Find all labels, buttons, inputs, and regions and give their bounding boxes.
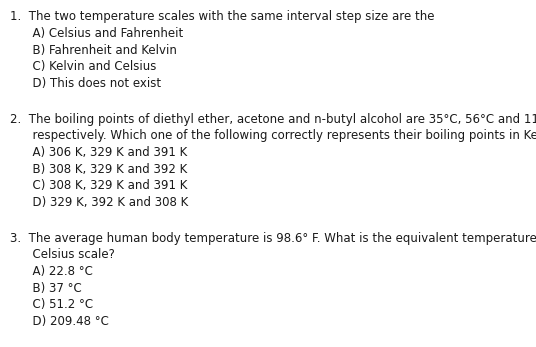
Text: D) 209.48 °C: D) 209.48 °C	[10, 315, 108, 328]
Text: B) Fahrenheit and Kelvin: B) Fahrenheit and Kelvin	[10, 44, 176, 57]
Text: 3.  The average human body temperature is 98.6° F. What is the equivalent temper: 3. The average human body temperature is…	[10, 232, 536, 245]
Text: C) Kelvin and Celsius: C) Kelvin and Celsius	[10, 60, 156, 73]
Text: 1.  The two temperature scales with the same interval step size are the: 1. The two temperature scales with the s…	[10, 10, 434, 23]
Text: Celsius scale?: Celsius scale?	[10, 248, 115, 261]
Text: 2.  The boiling points of diethyl ether, acetone and n-butyl alcohol are 35°C, 5: 2. The boiling points of diethyl ether, …	[10, 113, 536, 126]
Text: A) 22.8 °C: A) 22.8 °C	[10, 265, 93, 278]
Text: respectively. Which one of the following correctly represents their boiling poin: respectively. Which one of the following…	[10, 129, 536, 142]
Text: D) This does not exist: D) This does not exist	[10, 77, 161, 90]
Text: C) 51.2 °C: C) 51.2 °C	[10, 298, 93, 311]
Text: B) 308 K, 329 K and 392 K: B) 308 K, 329 K and 392 K	[10, 163, 187, 176]
Text: B) 37 °C: B) 37 °C	[10, 282, 81, 295]
Text: D) 329 K, 392 K and 308 K: D) 329 K, 392 K and 308 K	[10, 196, 188, 209]
Text: C) 308 K, 329 K and 391 K: C) 308 K, 329 K and 391 K	[10, 179, 187, 192]
Text: A) 306 K, 329 K and 391 K: A) 306 K, 329 K and 391 K	[10, 146, 187, 159]
Text: A) Celsius and Fahrenheit: A) Celsius and Fahrenheit	[10, 27, 183, 40]
